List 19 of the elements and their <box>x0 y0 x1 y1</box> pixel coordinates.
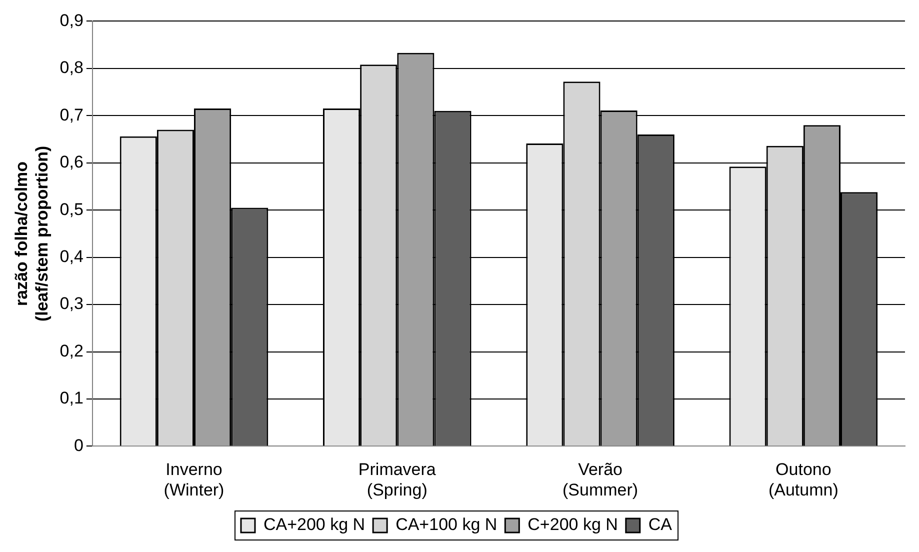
y-tick-label: 0,9 <box>60 10 84 30</box>
legend-label: C+200 kg N <box>528 515 618 534</box>
y-tick-label: 0,2 <box>60 341 84 360</box>
x-tick-label: Verão (Summer) <box>562 460 638 500</box>
y-tick-label: 0,4 <box>60 247 84 266</box>
y-tick-label: 0,3 <box>60 294 84 314</box>
legend-label: CA+100 kg N <box>396 515 498 534</box>
x-tick-label: Primavera (Spring) <box>358 460 436 500</box>
x-tick-label: Inverno (Winter) <box>164 460 224 500</box>
y-tick-label: 0,5 <box>60 200 84 219</box>
y-axis-title: razão folha/colmo (leaf/stem proportion) <box>12 146 52 322</box>
y-tick-label: 0,1 <box>60 388 84 408</box>
y-tick-label: 0 <box>74 436 84 455</box>
x-tick-label: Outono (Autumn) <box>768 460 838 500</box>
y-tick-label: 0,8 <box>60 58 84 78</box>
y-tick-label: 0,6 <box>60 152 84 172</box>
legend-label: CA+200 kg N <box>263 515 366 534</box>
y-tick-label: 0,7 <box>60 105 84 124</box>
legend-label: CA <box>648 515 673 534</box>
